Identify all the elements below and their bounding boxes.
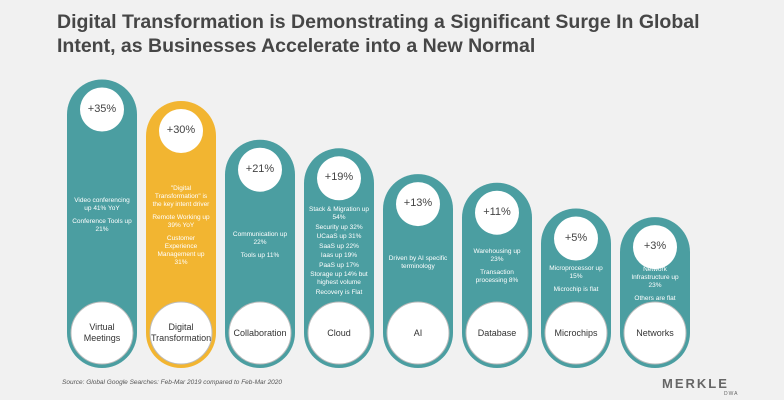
description-line: Tools up 11%	[240, 251, 280, 259]
category-badge	[228, 301, 292, 365]
bar	[146, 101, 216, 368]
value-label: +30%	[166, 124, 196, 136]
category-label: Database	[477, 327, 517, 338]
description-line: Video conferencing up 41% YoY	[74, 196, 130, 212]
description-line: Warehousing up 23%	[473, 248, 521, 264]
description-line: Storage up 14% but highest volume	[310, 271, 368, 287]
value-label: +35%	[87, 102, 117, 115]
category-badge	[149, 301, 213, 365]
description-line: Conference Tools up 21%	[72, 217, 132, 233]
value-label: +11%	[483, 205, 511, 218]
description-line: PaaS up 17%	[319, 261, 359, 269]
bar	[67, 79, 137, 368]
description-line: Recovery is Flat	[315, 288, 363, 296]
description-line: Network Infrastructure up 23%	[631, 265, 679, 289]
description-line: Customer Experience Management up 31%	[157, 235, 205, 266]
logo: MERKLE	[662, 376, 729, 391]
category-badge	[70, 301, 134, 365]
description-line: Microchip is flat	[553, 286, 599, 294]
description-line: UCaaS up 31%	[316, 233, 362, 241]
value-label: +21%	[245, 162, 275, 175]
value-badge	[159, 109, 203, 153]
category-label: Cloud	[327, 327, 351, 338]
category-label: Networks	[636, 327, 674, 338]
value-badge	[554, 216, 598, 261]
description-line: Transaction processing 8%	[475, 269, 519, 285]
description: "Digital Transformation" is the key inte…	[151, 185, 211, 272]
description: Network Infrastructure up 23% Others are …	[625, 266, 685, 308]
value-badge	[80, 87, 124, 132]
description: Video conferencing up 41% YoY Conference …	[72, 197, 132, 239]
logo-sub: DWA	[724, 391, 739, 397]
category-label: Collaboration	[233, 327, 287, 338]
description-line: Iaas up 19%	[320, 252, 358, 260]
category-badge	[307, 301, 371, 365]
description: Stack & Migration up 54% Security up 32% U…	[309, 206, 369, 298]
category-badge	[465, 301, 529, 365]
chart-title: Digital Transformation is Demonstrating …	[57, 11, 700, 57]
category-badge	[386, 301, 450, 365]
description: Driven by AI specific terminology	[388, 255, 448, 276]
description: Warehousing up 23% Transaction processing…	[467, 248, 527, 290]
value-badge	[317, 156, 361, 201]
description-line: Security up 32%	[315, 223, 363, 231]
category-badge	[623, 301, 687, 365]
category-label: Virtual Meetings	[83, 322, 121, 343]
description-line: Communication up 22%	[232, 230, 288, 246]
description-line: Microprocessor up 15%	[549, 265, 603, 281]
value-badge	[475, 190, 519, 235]
description-line: Remote Working up 39% YoY	[152, 214, 210, 229]
value-label: +3%	[643, 240, 667, 253]
category-badge	[544, 301, 608, 365]
value-badge	[396, 182, 440, 227]
value-badge	[238, 147, 282, 192]
category-label: AI	[413, 327, 423, 338]
value-label: +19%	[324, 171, 354, 184]
description-line: SaaS up 22%	[319, 242, 359, 250]
value-label: +5%	[564, 231, 588, 244]
description: Microprocessor up 15% Microchip is flat	[546, 265, 606, 299]
value-badge	[633, 225, 677, 270]
description-line: Driven by AI specific terminology	[388, 254, 448, 270]
value-label: +13%	[403, 197, 433, 210]
description-line: Others are flat	[634, 294, 676, 302]
source-note: Source: Global Google Searches: Feb-Mar …	[62, 379, 283, 386]
category-label: Digital Transformation	[151, 322, 212, 343]
category-label: Microchips	[554, 327, 598, 338]
description-line: Stack & Migration up 54%	[309, 206, 369, 222]
description: Communication up 22% Tools up 11%	[230, 231, 290, 265]
description-line: "Digital Transformation" is the key inte…	[152, 185, 210, 208]
